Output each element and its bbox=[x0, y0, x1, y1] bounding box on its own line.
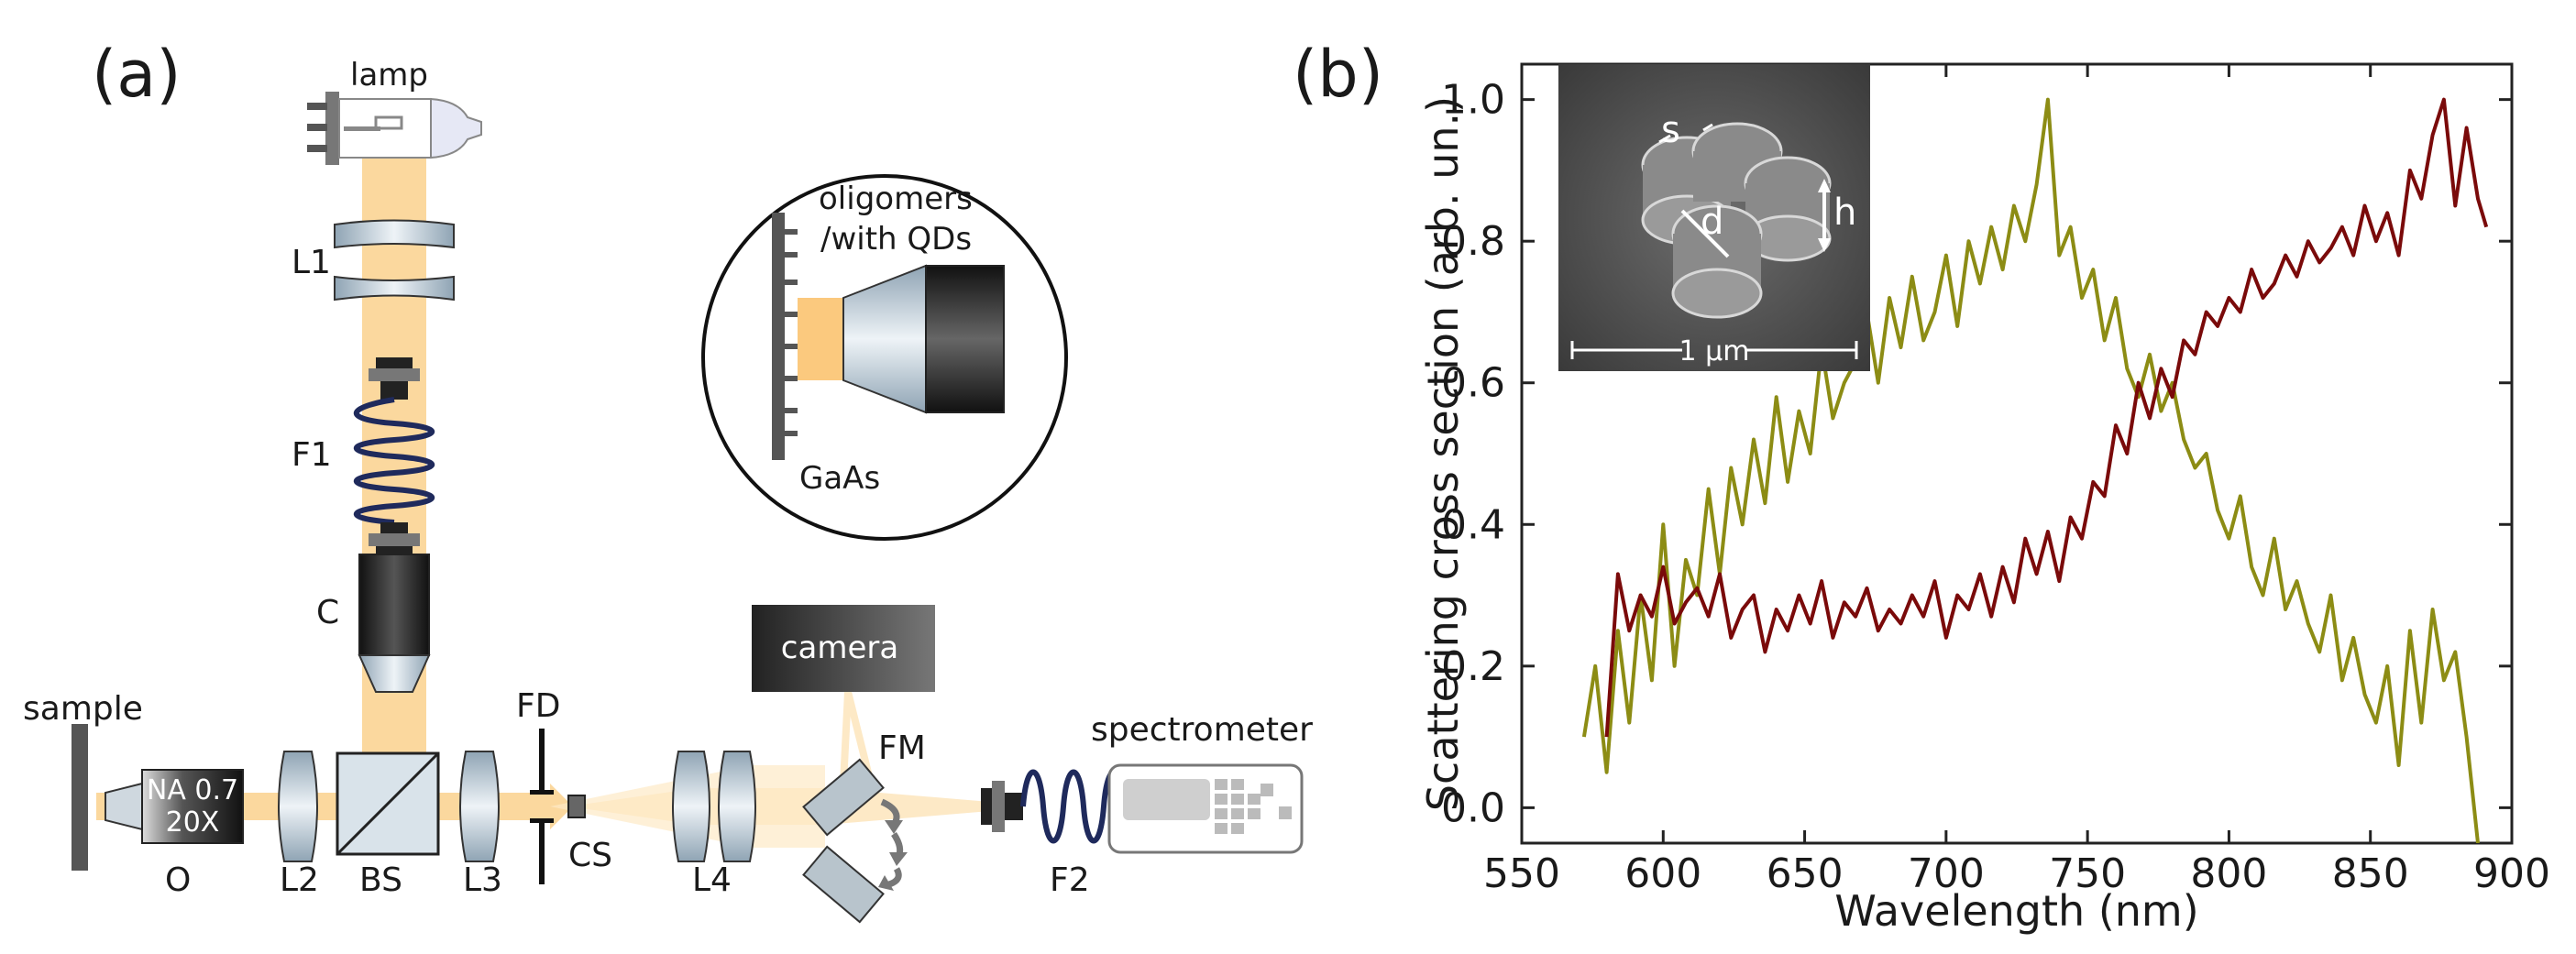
label-L1: L1 bbox=[292, 244, 331, 281]
y-tick-label: 0.8 bbox=[1441, 218, 1505, 265]
plot-frame bbox=[1520, 62, 2514, 845]
y-axis-label: Scattering cross section (arb. un.) bbox=[1418, 96, 1468, 811]
x-tick-label: 650 bbox=[1767, 850, 1844, 897]
sample-inset bbox=[701, 174, 1068, 541]
label-F2: F2 bbox=[1050, 861, 1090, 899]
label-camera: camera bbox=[781, 630, 898, 666]
label-O: O bbox=[165, 861, 191, 899]
lens-L4 bbox=[672, 751, 756, 862]
label-BS: BS bbox=[359, 861, 402, 899]
label-L2: L2 bbox=[280, 861, 319, 899]
beamsplitter-BS bbox=[336, 751, 440, 856]
lens-L1 bbox=[334, 219, 455, 302]
sem-inset bbox=[1558, 64, 1870, 371]
collimator-C bbox=[358, 554, 431, 693]
label-spectrometer: spectrometer bbox=[1091, 711, 1313, 749]
inset-title-line2: /with QDs bbox=[820, 221, 972, 258]
panel-b-label: (b) bbox=[1293, 37, 1383, 112]
spectrometer bbox=[1107, 763, 1304, 854]
panel-a-label: (a) bbox=[92, 37, 182, 112]
y-tick-label: 0.0 bbox=[1441, 784, 1505, 831]
x-tick-label: 550 bbox=[1483, 850, 1560, 897]
y-tick-label: 0.4 bbox=[1441, 501, 1505, 548]
label-FM: FM bbox=[878, 729, 926, 767]
label-CS: CS bbox=[568, 837, 612, 874]
camera bbox=[752, 605, 935, 692]
objective-O bbox=[105, 769, 244, 844]
x-axis-label: Wavelength (nm) bbox=[1834, 886, 2198, 936]
x-tick-label: 900 bbox=[2473, 850, 2550, 897]
flip-mirror-FM bbox=[802, 758, 908, 924]
x-tick-label: 700 bbox=[1908, 850, 1985, 897]
sem-scale-bar-label: 1 µm bbox=[1679, 335, 1750, 367]
y-tick-label: 0.6 bbox=[1441, 360, 1505, 407]
label-L4: L4 bbox=[692, 861, 732, 899]
objective-mag: 20X bbox=[166, 806, 220, 839]
lens-L2 bbox=[278, 751, 318, 862]
lens-L3 bbox=[459, 751, 500, 862]
x-tick-label: 850 bbox=[2332, 850, 2409, 897]
label-L3: L3 bbox=[463, 861, 502, 899]
sem-label-s: s bbox=[1661, 109, 1680, 151]
inset-title-line1: oligomers bbox=[819, 181, 973, 217]
objective-na: NA 0.7 bbox=[147, 774, 238, 806]
label-F1: F1 bbox=[292, 436, 332, 474]
x-tick-label: 800 bbox=[2190, 850, 2267, 897]
lamp bbox=[307, 92, 482, 165]
sem-label-d: d bbox=[1701, 201, 1723, 243]
y-tick-label: 1.0 bbox=[1441, 77, 1505, 124]
label-lamp: lamp bbox=[350, 57, 428, 93]
sample-plate bbox=[72, 724, 88, 871]
inset-substrate-label: GaAs bbox=[799, 460, 880, 497]
x-tick-label: 750 bbox=[2049, 850, 2126, 897]
sem-label-h: h bbox=[1833, 192, 1856, 234]
label-sample: sample bbox=[23, 690, 143, 728]
series-line-olive bbox=[1581, 97, 2480, 843]
series-line-dark-red bbox=[1604, 97, 2489, 738]
label-C: C bbox=[316, 594, 339, 631]
stop-CS bbox=[567, 795, 586, 818]
x-tick-label: 600 bbox=[1624, 850, 1701, 897]
y-tick-label: 0.2 bbox=[1441, 643, 1505, 690]
field-diaphragm-FD bbox=[530, 729, 554, 884]
label-FD: FD bbox=[516, 687, 560, 725]
scattering-chart: 550 600 650 700 750 800 850 900 0.0 0.2 0.4 0.6 0.8… bbox=[1418, 62, 2550, 936]
